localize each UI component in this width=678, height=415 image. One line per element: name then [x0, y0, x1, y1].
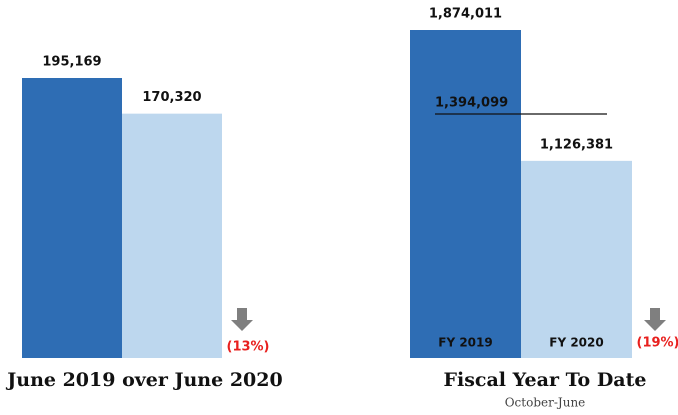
category-label: FY 2020	[549, 336, 603, 350]
chart-title: Fiscal Year To Date	[444, 369, 647, 391]
reference-label: 1,394,099	[435, 95, 508, 110]
value-label: 1,874,011	[429, 7, 502, 22]
bar	[410, 30, 521, 358]
value-label: 195,169	[42, 55, 101, 70]
value-label: 1,126,381	[540, 137, 613, 152]
chart-subtitle: October-June	[505, 396, 586, 410]
down-arrow	[231, 308, 253, 331]
bar	[521, 160, 632, 358]
annotation: (19%)	[637, 336, 678, 351]
bar	[122, 113, 222, 358]
category-label: FY 2019	[438, 336, 492, 350]
bar	[22, 78, 122, 358]
annotation: (13%)	[227, 340, 270, 355]
chart-title: June 2019 over June 2020	[5, 369, 282, 391]
down-arrow	[644, 308, 666, 331]
value-label: 170,320	[142, 90, 201, 105]
